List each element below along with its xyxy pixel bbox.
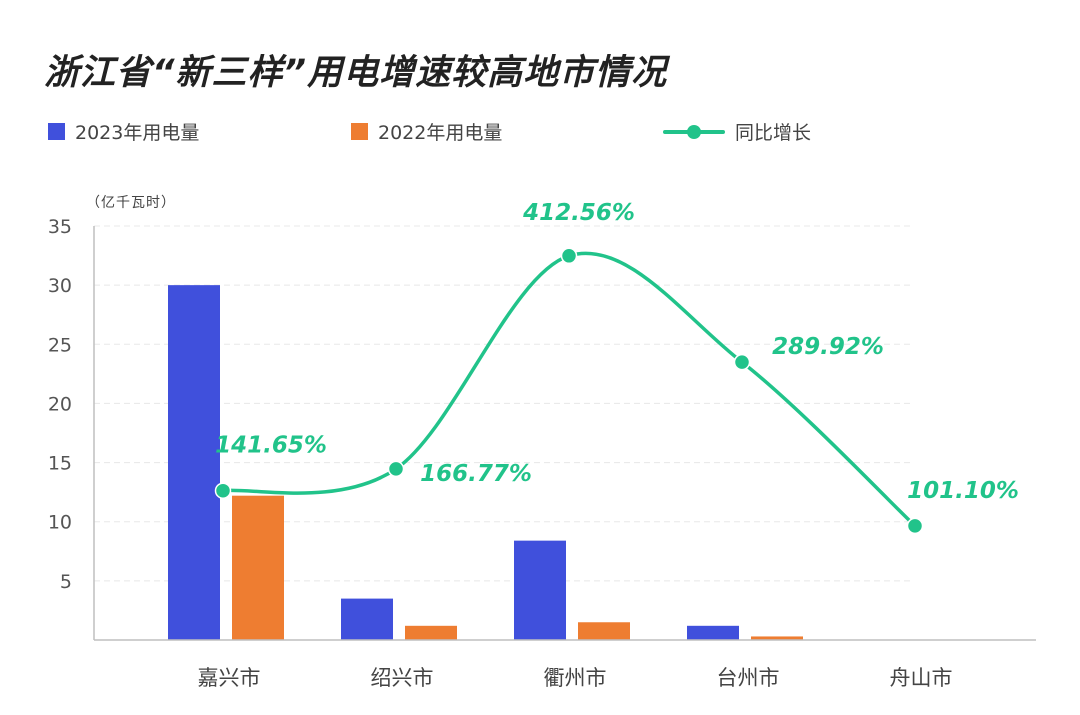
growth-point (387, 460, 405, 478)
growth-data-label: 412.56% (522, 200, 635, 226)
bar-2023 (514, 540, 566, 640)
growth-data-label: 101.10% (907, 478, 1019, 504)
chart-title: 浙江省“新三样”用电增速较高地市情况 (44, 53, 668, 93)
bar-2023 (168, 285, 220, 640)
legend-dot (687, 124, 701, 139)
y-tick-label: 30 (48, 275, 72, 297)
y-tick-label: 10 (48, 512, 72, 534)
growth-data-label: 289.92% (772, 334, 884, 360)
y-tick-label: 5 (60, 571, 72, 593)
legend-label-2023: 2023年用电量 (75, 122, 200, 144)
legend-label-2022: 2022年用电量 (378, 122, 503, 144)
y-tick-label: 15 (48, 453, 72, 475)
growth-data-label: 166.77% (420, 461, 532, 487)
legend-item-2022: 2022年用电量 (351, 118, 502, 145)
x-tick-label: 绍兴市 (371, 666, 434, 690)
bar-2023 (687, 625, 739, 640)
bar-2022 (751, 636, 803, 640)
bar-2022 (232, 495, 284, 640)
legend-item-2023: 2023年用电量 (48, 118, 199, 145)
y-tick-label: 20 (48, 393, 72, 415)
x-tick-label: 嘉兴市 (198, 666, 261, 690)
legend-item-growth: 同比增长 (663, 118, 811, 145)
growth-point (906, 517, 924, 535)
legend-swatch-2022 (351, 123, 368, 140)
bar-2022 (405, 625, 457, 640)
y-tick-label: 25 (48, 334, 72, 356)
growth-point (214, 482, 232, 499)
bar-2022 (578, 622, 630, 640)
growth-line (221, 251, 917, 528)
y-tick-label: 35 (48, 216, 72, 238)
x-tick-label: 衢州市 (544, 666, 607, 690)
growth-point (560, 247, 578, 265)
legend-label-growth: 同比增长 (735, 122, 812, 144)
legend-swatch-2023 (48, 123, 65, 140)
x-tick-label: 舟山市 (890, 666, 953, 690)
y-axis-unit-label: （亿千瓦时） (86, 195, 176, 211)
x-tick-label: 台州市 (717, 666, 780, 690)
growth-point (733, 353, 751, 371)
legend-line-swatch (663, 124, 725, 140)
growth-data-label: 141.65% (215, 433, 327, 459)
legend: 2023年用电量 2022年用电量 同比增长 (0, 118, 1080, 148)
bar-2023 (341, 598, 393, 640)
